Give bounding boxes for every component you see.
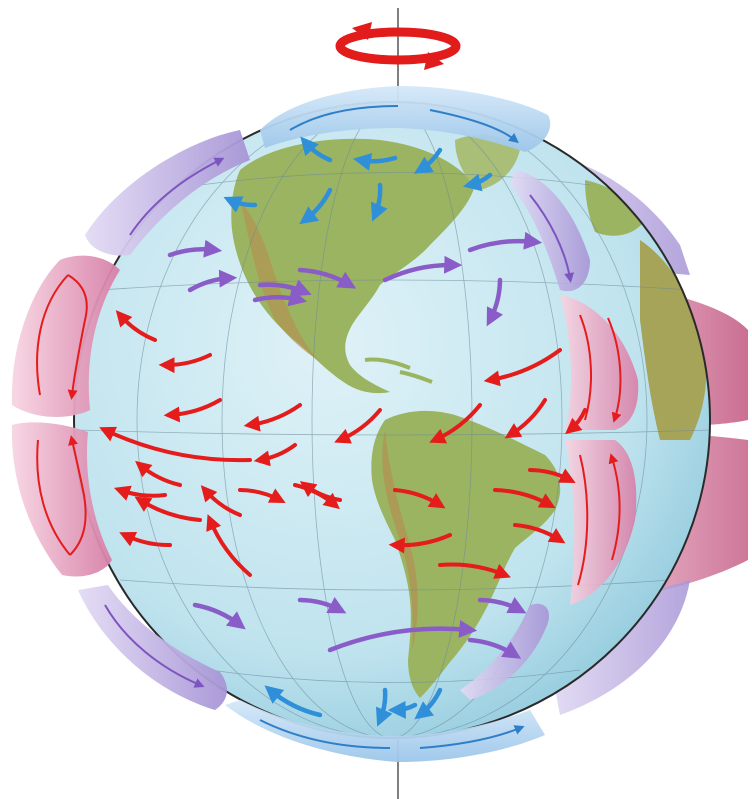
rotation-arrow-icon [335, 22, 461, 70]
westerlies-north-arrow [167, 239, 223, 258]
trade-winds-southeast-arrow [513, 523, 566, 544]
trade-winds-southeast-arrow [134, 496, 202, 522]
hadley-cell-left-north-loop [36, 274, 88, 395]
polar-easterlies-north-arrow [413, 147, 443, 174]
westerlies-north-arrow [187, 269, 238, 293]
trade-winds-southeast-arrow [299, 481, 342, 502]
trade-winds-southeast-arrow [528, 468, 576, 483]
polar-cell-south [225, 700, 545, 762]
trade-winds-southeast-arrow [119, 532, 172, 548]
westerlies-north-arrow [297, 267, 357, 289]
trade-winds-northeast-arrow [483, 348, 562, 387]
westerlies-south-arrow [297, 597, 347, 614]
hadley-cell-left-north [11, 255, 120, 417]
polar-easterlies-south-arrow [414, 687, 443, 720]
polar-easterlies-north-arrow [462, 172, 493, 192]
trade-winds-northeast-arrow [429, 403, 482, 444]
trade-winds-northeast-arrow [113, 485, 167, 501]
caribbean-islands [364, 357, 433, 384]
trade-winds-southeast-arrow [393, 488, 446, 509]
rockies-shade [240, 200, 318, 360]
south-america [371, 410, 561, 698]
trade-winds-northeast-arrow [504, 398, 547, 439]
polar-easterlies-north-band [223, 136, 493, 225]
polar-cell-north [260, 86, 551, 152]
trade-winds-southeast-arrow [238, 488, 286, 503]
wind-arrows [99, 136, 587, 727]
trade-winds-southeast-arrow [493, 488, 556, 509]
ferrel-cell-left-south-loop [104, 604, 205, 688]
polar-easterlies-south-arrow [387, 700, 418, 719]
polar-cell-south-loop [259, 719, 520, 749]
trade-winds-southeast-arrow [388, 533, 452, 554]
polar-easterlies-north-arrow [370, 182, 388, 222]
trade-winds-northeast-arrow [158, 353, 212, 374]
westerlies-north-arrow [382, 255, 463, 283]
ferrel-cell-right-front-north [510, 170, 590, 292]
europe-edge [585, 180, 645, 236]
westerlies-north-band [167, 231, 543, 327]
trade-winds-southeast-arrow [438, 562, 511, 579]
westerlies-north-arrow [257, 279, 312, 297]
trade-winds-northeast-arrow [253, 443, 297, 467]
westerlies-north-arrow [252, 288, 308, 307]
polar-easterlies-south-band [264, 685, 443, 727]
westerlies-south-arrow [467, 637, 522, 659]
polar-easterlies-north-arrow [352, 153, 398, 171]
trade-winds-northeast-arrow [99, 426, 252, 463]
trade-winds-northeast-arrow [565, 408, 587, 435]
africa [640, 240, 707, 440]
ferrel-cell-left-south [78, 585, 227, 710]
westerlies-south-arrow [477, 597, 527, 614]
trade-winds-northeast-arrow [334, 408, 382, 444]
trade-winds-southeast-arrow [206, 514, 252, 577]
westerlies-north-arrow [467, 231, 543, 253]
polar-easterlies-north-arrow [223, 196, 258, 213]
trade-winds-northeast-band [99, 310, 587, 501]
trade-winds-southeast-band [119, 460, 576, 579]
trade-winds-southeast-arrow [135, 460, 182, 487]
polar-easterlies-north-arrow [300, 136, 333, 163]
trade-winds-northeast-arrow [243, 403, 302, 432]
hadley-cell-right-front-south-loop [577, 455, 621, 586]
polar-cell-north-loop [289, 105, 515, 140]
trade-winds-southeast-arrow [200, 485, 242, 517]
westerlies-south-arrow [327, 620, 478, 653]
westerlies-north-arrow [486, 277, 503, 327]
trade-winds-northeast-arrow [163, 398, 222, 423]
ferrel-cell-right-front-north-loop [529, 194, 575, 283]
hadley-cell-right-front-north-loop [579, 314, 620, 420]
westerlies-south-band [192, 597, 527, 659]
polar-easterlies-north-arrow [299, 187, 333, 225]
ferrel-cell-left-north-loop [129, 157, 225, 236]
polar-easterlies-south-arrow [375, 687, 393, 727]
trade-winds-northeast-arrow [115, 310, 157, 342]
polar-easterlies-south-arrow [264, 685, 323, 718]
hadley-cell-left-south-loop [36, 440, 87, 556]
westerlies-south-arrow [192, 602, 246, 630]
